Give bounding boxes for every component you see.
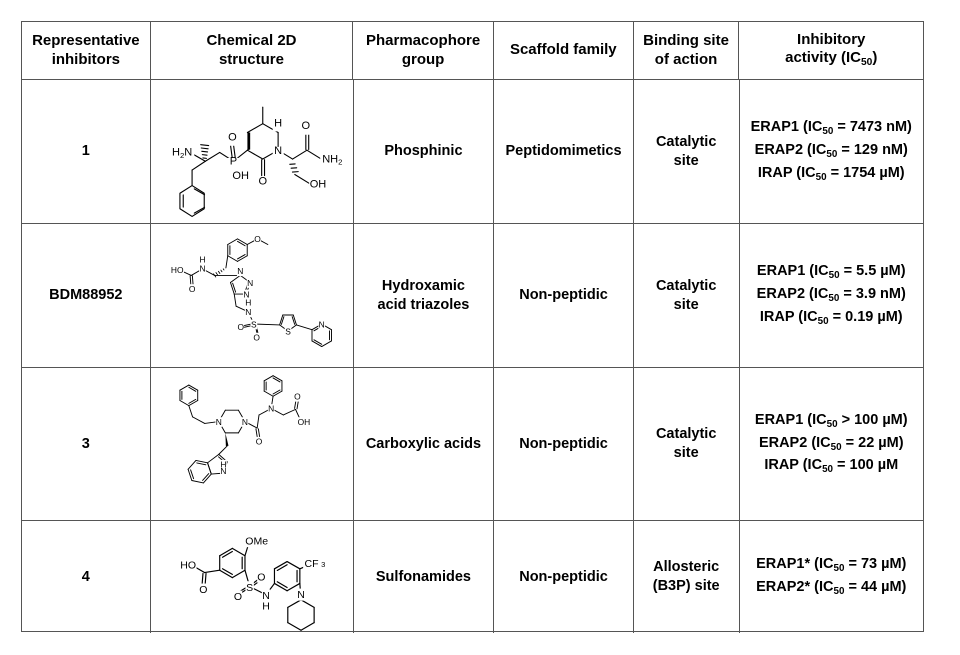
svg-text:HO: HO: [180, 560, 196, 572]
svg-text:O: O: [254, 234, 261, 244]
svg-text:O: O: [189, 283, 196, 293]
svg-text:N: N: [242, 417, 248, 427]
svg-text:NH2: NH2: [322, 153, 342, 166]
svg-text:N: N: [268, 404, 274, 414]
svg-text:O: O: [255, 436, 262, 446]
svg-text:O: O: [228, 131, 237, 143]
svg-text:N: N: [199, 263, 205, 273]
svg-text:OMe: OMe: [245, 535, 268, 547]
svg-text:N: N: [247, 277, 253, 287]
svg-text:OH: OH: [297, 417, 310, 427]
svg-text:O: O: [301, 120, 310, 132]
svg-text:H: H: [199, 254, 205, 264]
svg-text:N: N: [274, 145, 282, 157]
svg-text:O: O: [257, 571, 265, 583]
svg-text:OH: OH: [309, 178, 326, 190]
svg-text:O: O: [234, 591, 242, 603]
svg-text:CF: CF: [304, 558, 318, 570]
svg-text:S: S: [246, 582, 253, 594]
svg-text:H: H: [274, 117, 282, 129]
svg-text:O: O: [253, 332, 260, 342]
svg-text:O: O: [237, 322, 244, 332]
svg-text:N: N: [245, 307, 251, 317]
svg-text:H: H: [245, 297, 251, 307]
svg-text:H: H: [262, 601, 270, 613]
svg-text:N: N: [237, 266, 243, 276]
svg-text:N: N: [318, 319, 324, 329]
svg-text:H: H: [220, 459, 226, 469]
svg-text:S: S: [285, 326, 291, 336]
svg-text:P: P: [229, 155, 236, 167]
svg-text:S: S: [251, 319, 257, 329]
svg-text:O: O: [294, 392, 301, 402]
svg-text:HO: HO: [171, 265, 184, 275]
svg-text:N: N: [215, 417, 221, 427]
svg-text:OH: OH: [232, 169, 249, 181]
svg-text:N: N: [297, 589, 305, 601]
svg-text:3: 3: [321, 560, 325, 569]
svg-text:O: O: [199, 584, 207, 596]
svg-text:O: O: [258, 175, 267, 187]
